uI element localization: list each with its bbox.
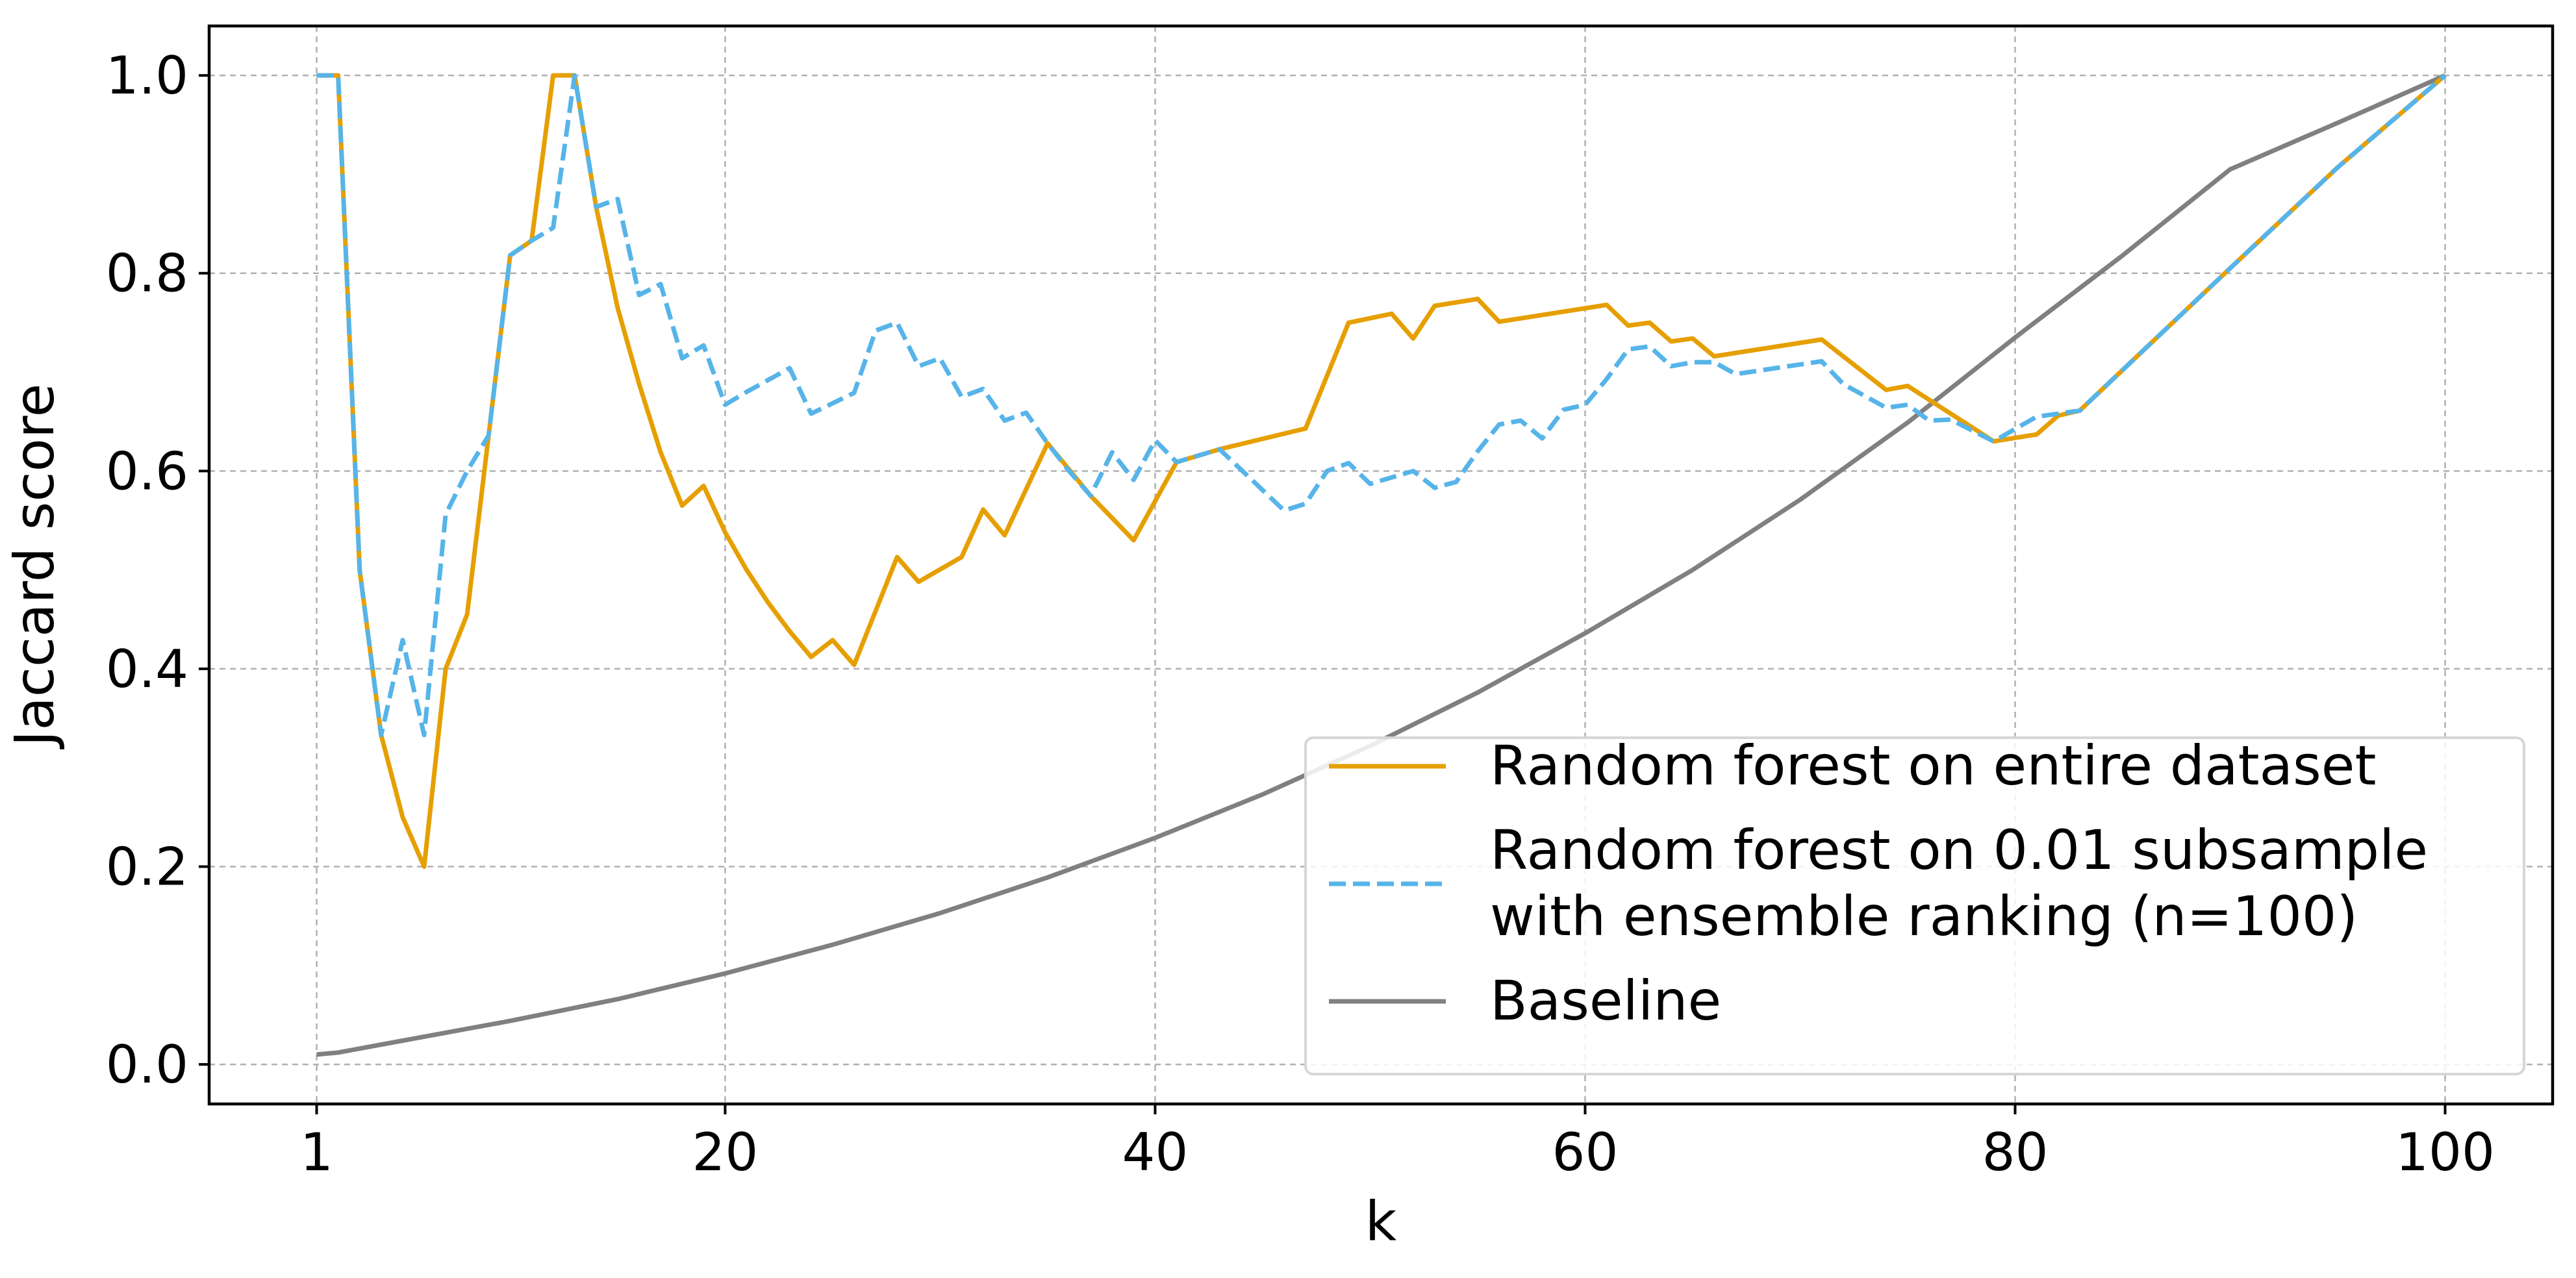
y-tick-label: 0.8 bbox=[106, 244, 188, 304]
x-tick-label: 60 bbox=[1552, 1122, 1619, 1183]
x-tick-label: 1 bbox=[300, 1122, 333, 1183]
y-tick-label: 0.6 bbox=[106, 441, 188, 501]
x-tick-label: 20 bbox=[692, 1122, 759, 1183]
y-tick-label: 0.4 bbox=[106, 639, 188, 699]
series-line-2 bbox=[316, 73, 2447, 738]
series-line-3 bbox=[316, 73, 2446, 1057]
legend-label-2: Random forest on 0.01 subsample bbox=[1490, 818, 2428, 882]
plot-frame bbox=[207, 24, 2555, 1106]
x-axis-label: k bbox=[1365, 1190, 1397, 1253]
series-group bbox=[316, 73, 2447, 1057]
series-line-1 bbox=[316, 73, 2447, 869]
legend-label-3: Baseline bbox=[1490, 969, 1721, 1033]
y-tick-label: 1.0 bbox=[106, 45, 188, 106]
axis-ticks: 1 20 40 60 80 100 0.0 0.2 0.4 0.6 0.8 1.0 bbox=[106, 45, 2495, 1183]
legend-items: Random forest on entire dataset Random fo… bbox=[1329, 734, 2428, 1033]
legend: Random forest on entire dataset Random fo… bbox=[1304, 734, 2525, 1075]
legend-label-1: Random forest on entire dataset bbox=[1490, 734, 2376, 797]
x-tick-label: 100 bbox=[2395, 1122, 2495, 1183]
y-tick-label: 0.2 bbox=[106, 836, 188, 897]
y-tick-label: 0.0 bbox=[106, 1034, 188, 1095]
legend-label-2: with ensemble ranking (n=100) bbox=[1490, 884, 2358, 948]
y-axis-label: Jaccard score bbox=[3, 384, 66, 750]
legend-frame bbox=[1304, 736, 2525, 1075]
x-tick-label: 80 bbox=[1982, 1122, 2049, 1183]
x-tick-label: 40 bbox=[1122, 1122, 1189, 1183]
